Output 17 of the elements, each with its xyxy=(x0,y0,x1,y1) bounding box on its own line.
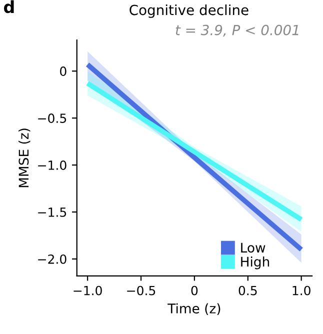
y-tick-label: −2.0 xyxy=(38,254,66,264)
y-tick-label: −1.5 xyxy=(38,208,66,217)
y-tick-label: −0.5 xyxy=(38,114,66,123)
y-axis-title: MMSE (z) xyxy=(18,128,30,188)
x-axis-title: Time (z) xyxy=(168,303,220,316)
legend-label: High xyxy=(241,256,270,270)
y-tick-label: 0 xyxy=(60,66,66,76)
legend-label: Low xyxy=(241,242,266,253)
chart-subtitle: t = 3.9, P < 0.001 xyxy=(176,24,298,37)
x-tick-label: 1.0 xyxy=(292,286,310,296)
x-tick-label: −1.0 xyxy=(74,286,102,296)
x-tick-label: 0 xyxy=(191,286,198,296)
y-tick-label: −1.0 xyxy=(38,160,66,170)
x-tick-label: −0.5 xyxy=(127,286,156,296)
text: d xyxy=(4,0,14,14)
x-tick-label: 0.5 xyxy=(238,286,257,296)
chart-title: Cognitive decline xyxy=(130,4,248,18)
